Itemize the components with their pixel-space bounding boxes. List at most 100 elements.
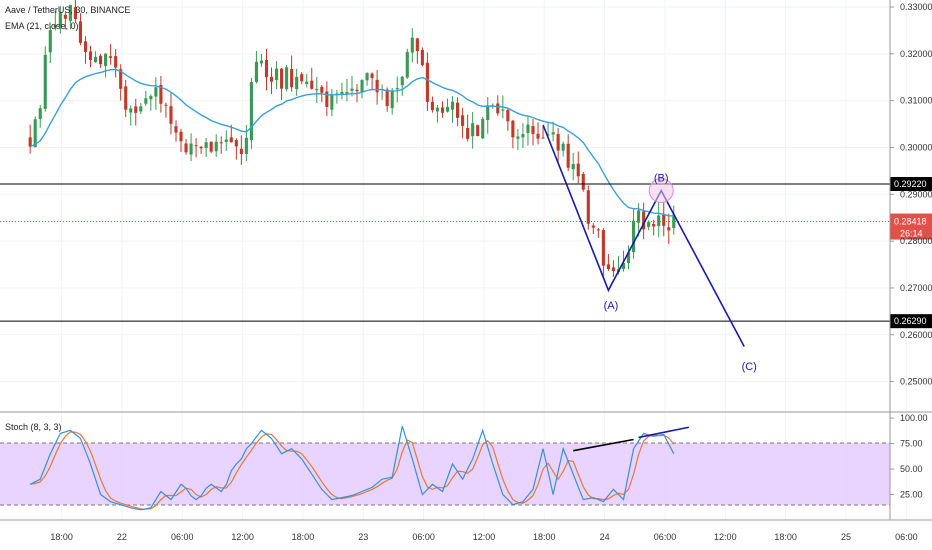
candle-body [561,143,565,151]
candle-body [48,29,52,53]
candle-body [174,126,178,133]
candle-body [300,74,304,82]
candle-body [601,230,605,266]
divergence-line[interactable] [638,426,690,439]
candle-body [506,109,510,122]
candle-body [596,229,600,231]
countdown-label: 26:14 [900,229,923,239]
time-tick-label: 18:00 [50,532,73,542]
time-tick-label: 23 [358,532,368,542]
level-price-label: 0.26290 [894,316,927,326]
candle-body [184,143,188,153]
candle-body [124,86,128,110]
price-tick-label: 0.28000 [900,236,932,246]
candle-body [104,53,108,66]
candle-body [445,106,450,112]
price-axis[interactable]: 0.33000 0.32000 0.31000 0.30000 0.29000 0.280… [890,2,932,387]
candle-body [541,137,545,139]
stoch-tick-label: 50.00 [900,464,923,474]
candle-body [400,76,404,86]
candle-body [119,69,123,89]
horizontal-levels[interactable]: 0.29220 0.26290 0.28418 26:14 [0,176,932,329]
candle-body [169,106,173,124]
candle-body [621,262,626,269]
time-tick-label: 12:00 [473,532,496,542]
current-price-tag [890,213,932,240]
candle-body [214,141,218,152]
candle-body [486,105,490,121]
wave-label[interactable]: (B) [654,173,669,185]
candle-body [305,81,309,85]
candle-body [269,76,274,82]
candle-body [320,86,324,93]
candle-body [73,7,77,20]
stoch-legend[interactable]: Stoch (8, 3, 3) [5,422,62,432]
candle-body [551,132,555,135]
candle-body [93,56,98,63]
wave-drawing[interactable]: (A) (B) (C) [542,124,757,373]
candle-body [325,91,329,107]
time-axis[interactable]: 18:00 22 06:00 12:00 18:00 23 06:00 12:00 18:00 2… [50,532,917,542]
time-tick-label: 22 [117,532,127,542]
stoch-tick-label: 25.00 [900,490,923,500]
candle-body [295,76,299,90]
candle-body [274,68,279,80]
time-tick-label: 06:00 [895,532,918,542]
candle-body [38,108,42,119]
candle-body [285,67,289,90]
candle-body [229,137,233,143]
candle-body [83,41,88,52]
time-tick-label: 18:00 [533,532,556,542]
price-tick-label: 0.32000 [900,49,932,59]
time-tick-label: 24 [600,532,610,542]
candle-body [672,214,676,229]
level-price-tag [890,176,932,191]
candle-body [149,95,153,100]
stoch-tick-label: 75.00 [900,439,923,449]
wave-label[interactable]: (C) [742,361,757,373]
wave-label[interactable]: (A) [604,300,619,312]
price-tick-label: 0.33000 [900,2,932,12]
candle-body [345,91,349,94]
pivot-highlight[interactable] [648,178,674,204]
symbol-title: Aave / TetherUS, 30, BINANCE [5,5,130,15]
wave-path[interactable] [542,124,745,347]
ema-legend[interactable]: EMA (21, close, 0) [5,21,79,31]
candle-body [189,143,193,155]
candle-body [315,88,319,91]
candle-body [395,87,399,90]
candle-body [556,133,560,151]
candle-body [637,210,641,223]
candle-body [109,56,113,58]
time-tick-label: 06:00 [171,532,194,542]
candle-body [652,224,656,227]
candle-body [375,79,379,93]
price-tick-label: 0.25000 [900,377,932,387]
divergence-line[interactable] [573,438,634,452]
candle-body [415,38,419,52]
candle-body [566,143,570,168]
candle-body [461,115,465,126]
candle-body [647,221,651,228]
candle-body [521,134,525,138]
candle-body [370,73,374,78]
time-tick-label: 06:00 [412,532,435,542]
candle-body [430,101,434,111]
candle-body [516,136,520,139]
candle-body [58,13,62,27]
candle-body [28,137,32,147]
candle-body [501,109,505,111]
candle-body [365,73,369,81]
candle-body [239,148,243,155]
time-tick-label: 12:00 [231,532,254,542]
stoch-axis[interactable]: 100.00 75.00 50.00 25.00 [890,413,928,500]
candle-body [33,119,37,148]
stoch-band [0,443,890,505]
candle-body [511,120,515,138]
candle-body [405,51,409,78]
time-tick-label: 06:00 [654,532,677,542]
time-tick-label: 25 [841,532,851,542]
candle-body [310,80,314,89]
stoch-tick-label: 100.00 [900,413,928,423]
